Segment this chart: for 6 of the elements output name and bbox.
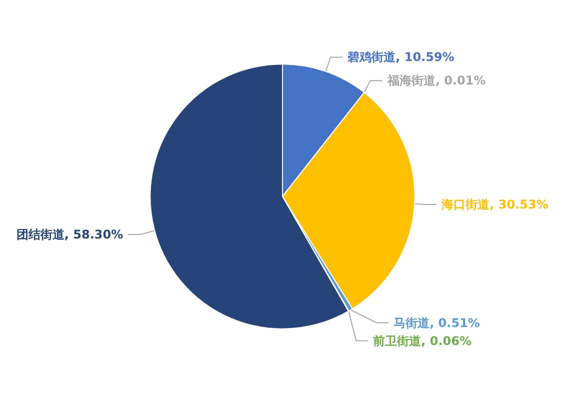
slice-label: 碧鸡街道, 10.59% [346, 50, 454, 64]
slice-label: 前卫街道, 0.06% [372, 334, 472, 348]
slice-label: 海口街道, 30.53% [440, 197, 548, 212]
slice-label: 马街道, 0.51% [394, 316, 480, 330]
slice-label: 团结街道, 58.30% [16, 227, 124, 242]
slice-label: 福海街道, 0.01% [386, 74, 486, 88]
